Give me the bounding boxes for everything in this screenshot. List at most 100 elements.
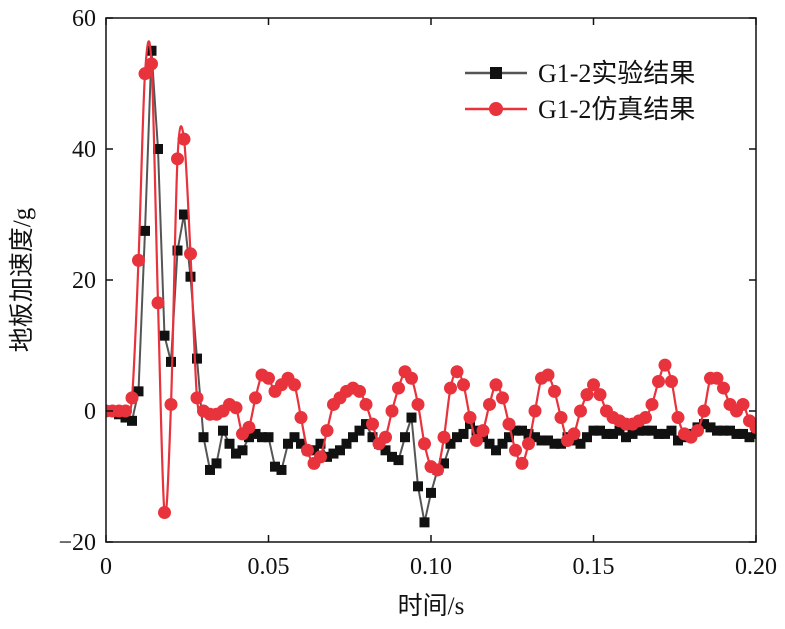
data-point [153, 144, 163, 154]
data-point [465, 419, 475, 430]
data-point [315, 438, 326, 449]
data-point [231, 448, 241, 459]
data-point [184, 247, 197, 261]
data-point [738, 428, 748, 439]
data-point [523, 428, 534, 439]
data-point [627, 428, 638, 439]
data-point [172, 245, 183, 256]
data-point [418, 437, 431, 451]
data-point [249, 391, 262, 405]
data-point [242, 420, 256, 434]
data-point [718, 425, 729, 436]
data-point [385, 404, 399, 418]
data-point [405, 371, 418, 385]
data-point [587, 378, 600, 392]
data-point [164, 397, 178, 411]
data-point [366, 417, 379, 431]
data-point [652, 375, 665, 389]
data-point [250, 428, 261, 439]
data-point [504, 432, 514, 443]
data-point [445, 438, 456, 449]
data-point [270, 461, 280, 472]
data-point [463, 411, 477, 425]
data-point [575, 438, 586, 449]
data-point [736, 397, 750, 411]
data-point [510, 425, 521, 436]
data-point [276, 464, 287, 475]
data-point [502, 417, 516, 431]
y-tick-label: 40 [72, 137, 96, 163]
data-point [548, 384, 561, 398]
legend-label-experiment: G1-2实验结果 [538, 59, 695, 88]
data-point [229, 401, 243, 415]
data-point [653, 428, 664, 439]
data-point [314, 450, 327, 464]
data-point [411, 397, 425, 411]
data-point [320, 424, 334, 438]
data-point [484, 438, 495, 449]
data-point [296, 438, 306, 449]
data-point [400, 432, 410, 443]
data-point [749, 420, 756, 434]
data-point [301, 443, 314, 457]
series-simulation [106, 40, 756, 520]
data-point [120, 412, 131, 423]
data-point [218, 425, 228, 436]
x-tick-label: 0.10 [410, 554, 452, 580]
data-point [444, 381, 457, 395]
x-axis-label: 时间/s [398, 592, 465, 620]
data-point [288, 378, 301, 392]
data-point [335, 445, 345, 456]
data-point [751, 428, 756, 439]
data-point [179, 209, 189, 220]
data-point [478, 432, 488, 443]
data-point [140, 225, 150, 236]
data-point [543, 435, 553, 446]
data-point [125, 391, 139, 405]
data-point [691, 424, 704, 438]
data-point [522, 437, 535, 451]
data-point [528, 404, 542, 418]
legend-marker-experiment [490, 67, 502, 79]
x-tick-label: 0 [100, 554, 112, 580]
data-point [601, 428, 612, 439]
data-point [673, 435, 683, 446]
data-point [151, 296, 165, 310]
data-point [582, 432, 592, 443]
data-point [450, 365, 464, 379]
data-point [192, 353, 202, 364]
legend-label-simulation: G1-2仿真结果 [538, 95, 695, 124]
data-point [608, 428, 618, 439]
data-point [283, 438, 293, 449]
data-point [159, 330, 170, 341]
data-point [392, 381, 405, 395]
data-point [452, 432, 462, 443]
data-point [580, 388, 594, 402]
data-point [132, 253, 145, 267]
data-point [671, 411, 685, 425]
data-point [367, 432, 378, 443]
data-point [712, 425, 722, 436]
data-point [353, 384, 366, 398]
data-point [717, 381, 730, 395]
data-point [497, 438, 508, 449]
data-point [431, 463, 444, 477]
data-point [658, 358, 672, 372]
data-point [145, 57, 158, 71]
data-point [699, 419, 709, 430]
data-point [530, 432, 540, 443]
series-layer [106, 40, 756, 528]
data-point [379, 430, 392, 444]
data-point [593, 388, 607, 402]
data-point [725, 425, 735, 436]
data-point [341, 438, 352, 449]
data-point [413, 481, 423, 492]
data-point [205, 464, 215, 475]
y-tick-label: 0 [84, 399, 96, 425]
data-point [483, 397, 496, 411]
legend-marker-simulation [489, 102, 503, 116]
data-point [458, 428, 469, 439]
data-point [263, 432, 274, 443]
